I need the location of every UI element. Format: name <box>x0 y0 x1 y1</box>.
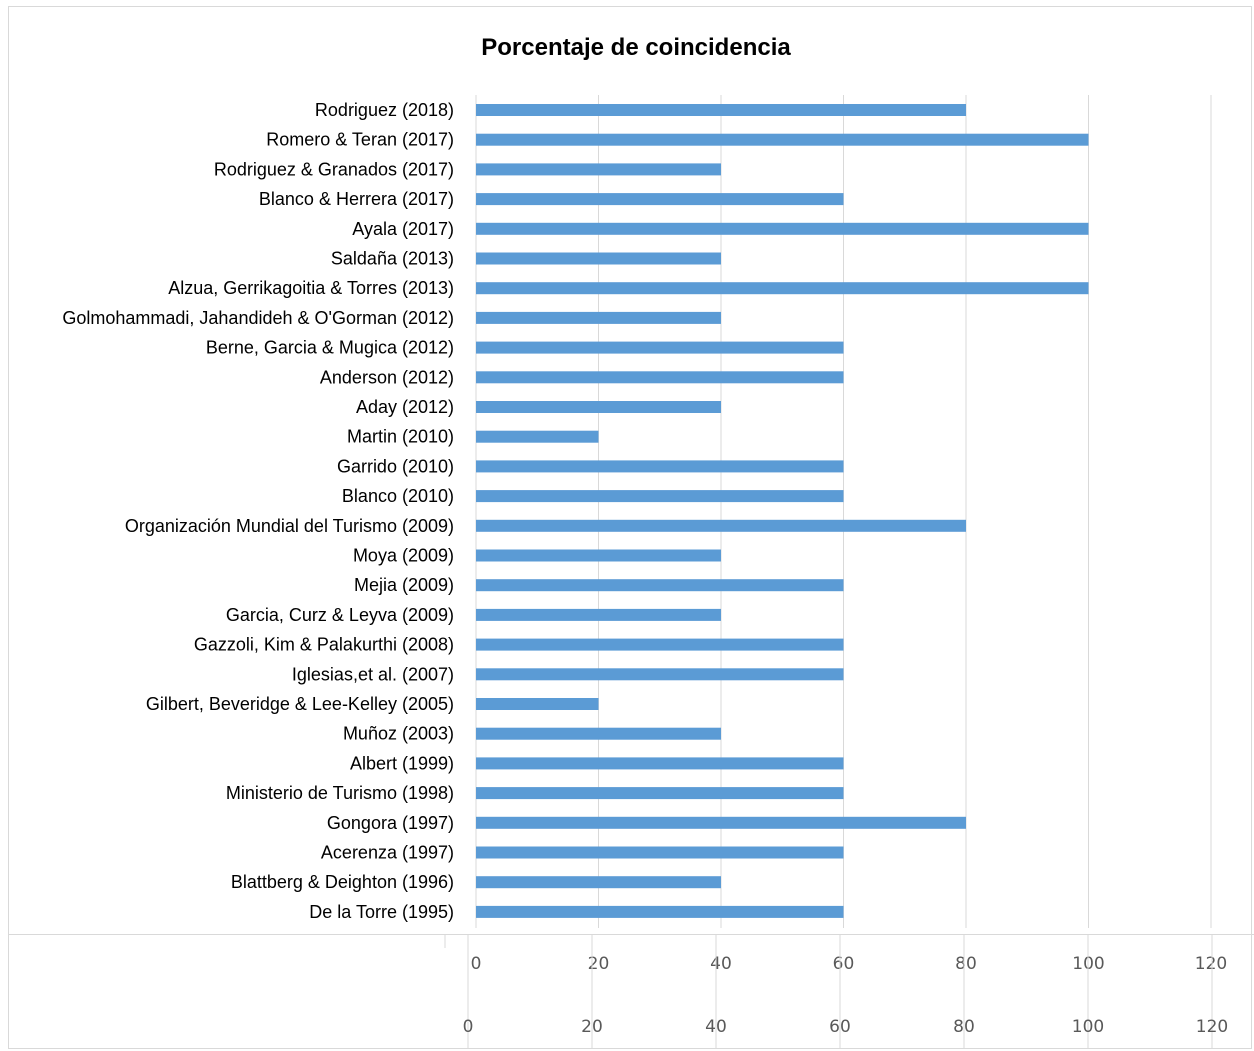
bar <box>476 519 966 532</box>
secondary-axis-ticks: 0 20 40 60 80 100 120 <box>444 935 1228 1048</box>
x-tick-label: 60 <box>833 954 855 974</box>
bar <box>476 846 844 859</box>
bar <box>476 579 844 592</box>
bar <box>476 401 721 413</box>
bar <box>476 638 844 651</box>
bar <box>476 698 599 710</box>
category-label: Berne, Garcia & Mugica (2012) <box>206 338 454 358</box>
category-label: Moya (2009) <box>353 546 454 566</box>
category-label: Blanco & Herrera (2017) <box>259 189 454 209</box>
category-label: Mejia (2009) <box>354 575 454 595</box>
bar <box>476 430 599 443</box>
secondary-tick-label: 0 <box>463 1017 474 1037</box>
category-label: Ministerio de Turismo (1998) <box>226 783 454 803</box>
x-tick-label: 20 <box>588 954 610 974</box>
category-label: Organización Mundial del Turismo (2009) <box>125 516 454 536</box>
category-label: Ayala (2017) <box>352 219 454 239</box>
bars <box>476 104 1089 918</box>
secondary-tick-label: 100 <box>1072 1017 1104 1037</box>
bar <box>476 371 844 384</box>
secondary-tick-label: 80 <box>953 1017 975 1037</box>
x-tick-label: 0 <box>471 954 482 974</box>
secondary-tick-label: 40 <box>705 1017 727 1037</box>
category-label: Gazzoli, Kim & Palakurthi (2008) <box>194 635 454 655</box>
bar <box>476 252 721 265</box>
bar <box>476 608 721 621</box>
chart-title: Porcentaje de coincidencia <box>481 34 791 61</box>
category-label: Rodriguez & Granados (2017) <box>214 159 454 179</box>
category-label: Iglesias,et al. (2007) <box>292 664 454 684</box>
chart-frame <box>8 6 1252 1049</box>
category-label: Muñoz (2003) <box>343 724 454 744</box>
bar <box>476 727 721 740</box>
category-label: Saldaña (2013) <box>331 249 454 269</box>
x-tick-label: 80 <box>955 954 977 974</box>
bar <box>476 490 844 503</box>
category-label: Martin (2010) <box>347 427 454 447</box>
category-labels: Rodriguez (2018) Romero & Teran (2017) Rod… <box>62 100 454 922</box>
bar <box>476 104 966 116</box>
x-tick-label: 40 <box>710 954 732 974</box>
secondary-tick-label: 120 <box>1196 1017 1228 1037</box>
bar <box>476 460 844 473</box>
x-tick-label: 120 <box>1195 954 1227 974</box>
category-label: Albert (1999) <box>350 753 454 773</box>
bar <box>476 787 844 800</box>
secondary-tick-label: 60 <box>829 1017 851 1037</box>
category-label: Romero & Teran (2017) <box>266 130 454 150</box>
category-label: Acerenza (1997) <box>321 843 454 863</box>
category-label: Alzua, Gerrikagoitia & Torres (2013) <box>168 278 454 298</box>
bar <box>476 549 721 562</box>
category-label: Garrido (2010) <box>337 456 454 476</box>
category-label: Garcia, Curz & Leyva (2009) <box>226 605 454 625</box>
bar <box>476 193 844 206</box>
category-label: Gilbert, Beveridge & Lee-Kelley (2005) <box>146 694 454 714</box>
panel-separator <box>8 934 1254 935</box>
bar <box>476 668 844 681</box>
category-label: Aday (2012) <box>356 397 454 417</box>
bar <box>476 133 1089 146</box>
category-label: Blanco (2010) <box>342 486 454 506</box>
bar <box>476 163 721 176</box>
secondary-tick-label: 20 <box>581 1017 603 1037</box>
category-label: Golmohammadi, Jahandideh & O'Gorman (201… <box>62 308 454 328</box>
bar <box>476 816 966 829</box>
bar <box>476 341 844 354</box>
gridlines <box>475 95 1212 928</box>
bar <box>476 282 1089 295</box>
bar <box>476 222 1089 235</box>
bar <box>476 757 844 770</box>
category-label: Gongora (1997) <box>327 813 454 833</box>
category-label: Rodriguez (2018) <box>315 100 454 120</box>
bar <box>476 905 844 918</box>
category-label: Anderson (2012) <box>320 367 454 387</box>
bar <box>476 311 721 324</box>
category-label: Blattberg & Deighton (1996) <box>231 872 454 892</box>
bar <box>476 876 721 889</box>
category-label: De la Torre (1995) <box>309 902 454 922</box>
x-axis-ticks: 0 20 40 60 80 100 120 <box>471 954 1228 974</box>
